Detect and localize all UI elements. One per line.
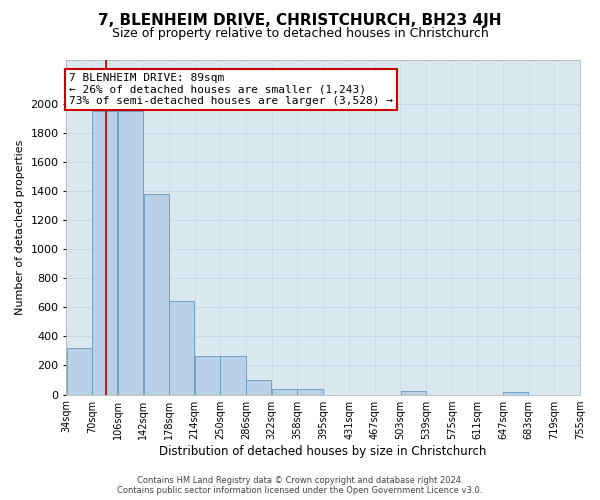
Bar — [143, 194, 169, 394]
Bar — [118, 111, 143, 395]
Bar — [246, 380, 271, 394]
Text: 7, BLENHEIM DRIVE, CHRISTCHURCH, BH23 4JH: 7, BLENHEIM DRIVE, CHRISTCHURCH, BH23 4J… — [98, 12, 502, 28]
Bar — [220, 356, 245, 395]
X-axis label: Distribution of detached houses by size in Christchurch: Distribution of detached houses by size … — [160, 444, 487, 458]
Bar — [169, 301, 194, 394]
Bar — [92, 111, 118, 395]
Bar — [401, 392, 426, 394]
Bar — [298, 389, 323, 394]
Text: 7 BLENHEIM DRIVE: 89sqm
← 26% of detached houses are smaller (1,243)
73% of semi: 7 BLENHEIM DRIVE: 89sqm ← 26% of detache… — [69, 73, 393, 106]
Text: Size of property relative to detached houses in Christchurch: Size of property relative to detached ho… — [112, 28, 488, 40]
Y-axis label: Number of detached properties: Number of detached properties — [15, 140, 25, 315]
Bar — [503, 392, 529, 394]
Bar — [195, 356, 220, 395]
Text: Contains HM Land Registry data © Crown copyright and database right 2024.
Contai: Contains HM Land Registry data © Crown c… — [118, 476, 482, 495]
Bar — [272, 389, 297, 394]
Bar — [67, 348, 92, 395]
